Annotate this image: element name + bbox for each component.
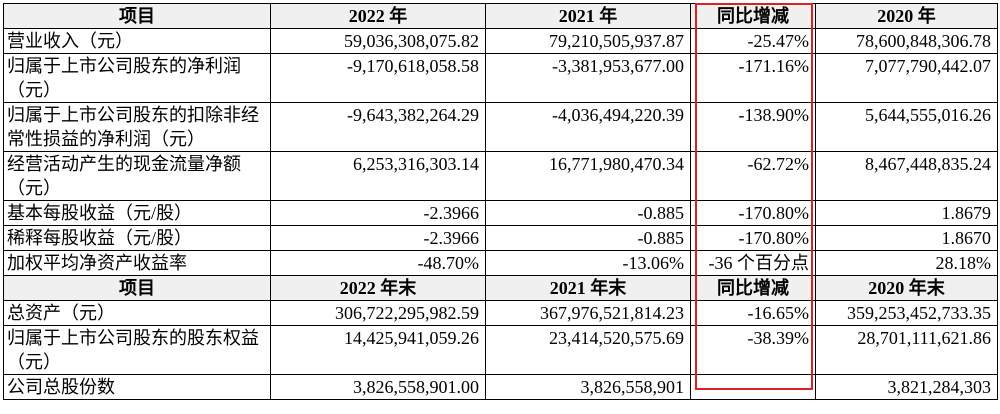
header-cell: 2022 年	[270, 3, 486, 29]
value-cell: -2.3966	[270, 225, 486, 251]
header-cell: 2020 年	[815, 3, 998, 29]
header-row: 项目 2022 年 2021 年同比增减 2020 年	[3, 3, 998, 29]
value-cell: 306,722,295,982.59	[270, 300, 486, 326]
row-label: 基本每股收益（元/股）	[3, 200, 271, 226]
header-cell: 项目	[3, 275, 271, 301]
value-cell: 79,210,505,937.87	[485, 28, 691, 54]
value-cell: 3,826,558,901	[485, 374, 691, 400]
data-row: 归属于上市公司股东的扣除非经常性损益的净利润（元） -9,643,382,264.…	[3, 102, 998, 152]
row-label: 稀释每股收益（元/股）	[3, 225, 271, 251]
data-row: 公司总股份数 3,826,558,901.00 3,826,558,901-3,82…	[3, 374, 998, 400]
value-cell: -25.47%	[690, 28, 816, 54]
value-cell: -	[690, 374, 816, 400]
row-label: 营业收入（元）	[3, 28, 271, 54]
value-cell: 14,425,941,059.26	[270, 325, 486, 375]
value-cell: -170.80%	[690, 200, 816, 226]
value-cell: 1.8679	[815, 200, 998, 226]
value-cell: 59,036,308,075.82	[270, 28, 486, 54]
value-cell: 78,600,848,306.78	[815, 28, 998, 54]
value-cell: 359,253,452,733.35	[815, 300, 998, 326]
row-label: 加权平均净资产收益率	[3, 250, 271, 276]
value-cell: -13.06%	[485, 250, 691, 276]
row-label: 归属于上市公司股东的扣除非经常性损益的净利润（元）	[3, 102, 271, 152]
data-row: 归属于上市公司股东的净利润（元） -9,170,618,058.58 -3,381,…	[3, 53, 998, 103]
data-row: 稀释每股收益（元/股） -2.3966 -0.885 -170.80% 1.8670	[3, 225, 998, 251]
value-cell: 3,821,284,303	[815, 374, 998, 400]
value-cell: -4,036,494,220.39	[485, 102, 691, 152]
value-cell: 3,826,558,901.00	[270, 374, 486, 400]
value-cell: -138.90%	[690, 102, 816, 152]
value-cell: -9,643,382,264.29	[270, 102, 486, 152]
data-row: 总资产（元） 306,722,295,982.59 367,976,521,814.…	[3, 300, 998, 326]
value-cell: 367,976,521,814.23	[485, 300, 691, 326]
data-row: 经营活动产生的现金流量净额（元） 6,253,316,303.14 16,771,9…	[3, 151, 998, 201]
value-cell: -171.16%	[690, 53, 816, 103]
value-cell: 5,644,555,016.26	[815, 102, 998, 152]
value-cell: 28.18%	[815, 250, 998, 276]
value-cell: -3,381,953,677.00	[485, 53, 691, 103]
header-cell: 2022 年末	[270, 275, 486, 301]
value-cell: -38.39%	[690, 325, 816, 375]
header-cell: 同比增减	[690, 275, 816, 301]
data-row: 基本每股收益（元/股） -2.3966 -0.885 -170.80% 1.8679	[3, 200, 998, 226]
table-body: 项目 2022 年 2021 年同比增减 2020 年营业收入（元） 59,036,30…	[3, 3, 998, 400]
value-cell: 7,077,790,442.07	[815, 53, 998, 103]
value-cell: -36 个百分点	[690, 250, 816, 276]
value-cell: -170.80%	[690, 225, 816, 251]
header-cell: 2020 年末	[815, 275, 998, 301]
value-cell: -0.885	[485, 225, 691, 251]
row-label: 总资产（元）	[3, 300, 271, 326]
header-cell: 2021 年末	[485, 275, 691, 301]
row-label: 经营活动产生的现金流量净额（元）	[3, 151, 271, 201]
value-cell: 16,771,980,470.34	[485, 151, 691, 201]
header-cell: 2021 年	[485, 3, 691, 29]
value-cell: 1.8670	[815, 225, 998, 251]
value-cell: 8,467,448,835.24	[815, 151, 998, 201]
header-cell: 同比增减	[690, 3, 816, 29]
value-cell: 6,253,316,303.14	[270, 151, 486, 201]
header-cell: 项目	[3, 3, 271, 29]
header-row: 项目 2022 年末 2021 年末 同比增减 2020 年末	[3, 275, 998, 301]
value-cell: -16.65%	[690, 300, 816, 326]
value-cell: -9,170,618,058.58	[270, 53, 486, 103]
row-label: 公司总股份数	[3, 374, 271, 400]
row-label: 归属于上市公司股东的股东权益（元）	[3, 325, 271, 375]
value-cell: 28,701,111,621.86	[815, 325, 998, 375]
value-cell: -62.72%	[690, 151, 816, 201]
value-cell: -2.3966	[270, 200, 486, 226]
data-row: 归属于上市公司股东的股东权益（元） 14,425,941,059.26 23,414…	[3, 325, 998, 375]
value-cell: 23,414,520,575.69	[485, 325, 691, 375]
value-cell: -48.70%	[270, 250, 486, 276]
financial-table: 项目 2022 年 2021 年同比增减 2020 年营业收入（元） 59,036,30…	[3, 3, 998, 400]
data-row: 营业收入（元） 59,036,308,075.82 79,210,505,937.8…	[3, 28, 998, 54]
value-cell: -0.885	[485, 200, 691, 226]
row-label: 归属于上市公司股东的净利润（元）	[3, 53, 271, 103]
data-row: 加权平均净资产收益率 -48.70% -13.06% -36 个百分点 28.18%	[3, 250, 998, 276]
